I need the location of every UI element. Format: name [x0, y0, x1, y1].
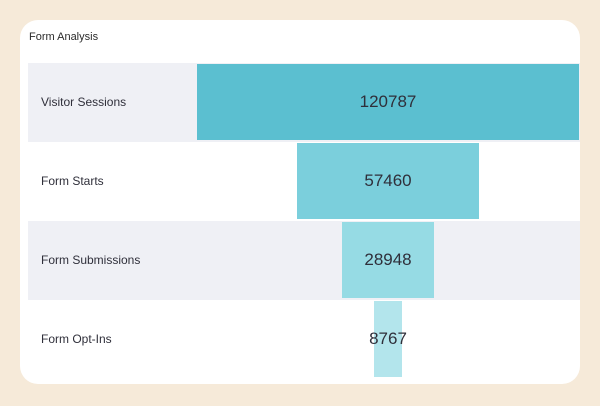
funnel-row-visitor-sessions: Visitor Sessions 120787	[28, 63, 580, 142]
value-label-visitor-sessions: 120787	[359, 92, 417, 111]
row-label-form-submissions: Form Submissions	[41, 253, 141, 267]
funnel-bar-visitor-sessions	[197, 64, 579, 140]
chart-title: Form Analysis	[29, 31, 99, 43]
value-label-form-opt-ins: 8767	[369, 329, 407, 348]
funnel-row-form-opt-ins: Form Opt-Ins 8767	[28, 300, 580, 379]
value-label-form-starts: 57460	[364, 171, 412, 190]
form-analysis-card: Form Analysis Visitor Sessions 120787 Fo…	[20, 20, 580, 384]
funnel-row-form-starts: Form Starts 57460	[28, 142, 580, 221]
value-label-form-submissions: 28948	[364, 250, 412, 269]
row-label-visitor-sessions: Visitor Sessions	[41, 95, 127, 109]
row-label-form-starts: Form Starts	[41, 174, 104, 188]
funnel-bar-form-opt-ins	[374, 301, 402, 377]
funnel-bar-form-submissions	[342, 222, 434, 298]
row-label-form-opt-ins: Form Opt-Ins	[41, 332, 112, 346]
funnel-row-form-submissions: Form Submissions 28948	[28, 221, 580, 300]
funnel-bar-form-starts	[297, 143, 479, 219]
